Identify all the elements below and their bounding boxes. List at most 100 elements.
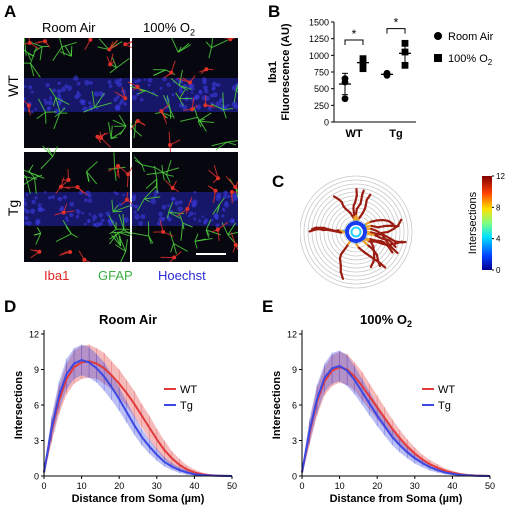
gfap-process xyxy=(30,42,43,48)
gfap-process xyxy=(144,196,161,200)
nucleus xyxy=(178,89,183,94)
gfap-process xyxy=(27,52,32,61)
nucleus xyxy=(69,201,75,207)
nucleus xyxy=(221,207,225,211)
iba1-process xyxy=(106,56,111,65)
chart-e-100-o2: 100% O2 0 3 6 9 12 0 10 20 30 40 50 Intersections Dis… xyxy=(271,312,495,505)
nucleus xyxy=(87,193,92,198)
nucleus xyxy=(22,207,27,212)
nucleus xyxy=(144,78,147,81)
x-tick-label: 30 xyxy=(410,481,420,491)
nucleus xyxy=(231,85,238,91)
nucleus xyxy=(89,80,93,85)
gfap-process xyxy=(222,109,227,119)
micrograph-cell xyxy=(127,32,247,159)
colorbar-tick-label: 8 xyxy=(496,203,501,212)
nucleus xyxy=(191,203,195,207)
nucleus xyxy=(118,78,123,82)
iba1-process xyxy=(200,68,207,74)
nucleus xyxy=(194,95,199,101)
micrograph-cell xyxy=(8,145,135,268)
nucleus xyxy=(162,76,167,82)
gfap-process xyxy=(171,37,179,53)
nucleus xyxy=(24,216,29,221)
nucleus xyxy=(137,78,141,83)
x-category-label: Tg xyxy=(389,128,402,140)
dendrite-segment xyxy=(308,228,317,233)
sholl-ring xyxy=(303,179,409,285)
gfap-process xyxy=(62,220,72,235)
iba1-process xyxy=(187,197,193,210)
iba1-process xyxy=(191,104,198,110)
colorbar-tick-label: 0 xyxy=(496,266,501,275)
nucleus xyxy=(116,81,123,88)
iba1-process xyxy=(97,132,109,138)
gfap-process xyxy=(194,238,207,242)
iba1-process xyxy=(100,132,106,139)
nucleus xyxy=(216,82,221,88)
nucleus xyxy=(74,94,80,100)
dendrite-segment xyxy=(378,261,387,269)
gfap-process xyxy=(170,77,180,86)
iba1-process xyxy=(230,232,237,246)
soma-ring xyxy=(345,221,367,243)
nucleus xyxy=(66,85,73,91)
x-tick-label: 20 xyxy=(114,481,124,491)
chart-d-room-air: Room Air 0 3 6 9 12 0 10 20 30 40 50 Intersections Di… xyxy=(13,312,237,505)
nucleus xyxy=(193,217,197,221)
gfap-process xyxy=(141,164,155,168)
y-tick-label: 1250 xyxy=(309,34,329,44)
gfap-process xyxy=(169,231,175,244)
gfap-process xyxy=(30,63,41,78)
nucleus xyxy=(75,214,80,219)
significance-star: * xyxy=(352,27,357,41)
gfap-process xyxy=(30,46,38,64)
nucleus xyxy=(135,92,140,96)
dendrite-segment xyxy=(354,194,358,204)
gfap-process xyxy=(36,111,46,120)
gfap-process xyxy=(114,232,122,247)
y-tick-label: 500 xyxy=(314,84,329,94)
gfap-process xyxy=(205,229,210,236)
nucleus xyxy=(34,196,38,200)
iba1-process xyxy=(96,136,101,143)
iba1-process xyxy=(126,192,129,200)
x-tick-label: 40 xyxy=(447,481,457,491)
iba1-process xyxy=(63,210,75,213)
nucleus xyxy=(134,214,140,220)
nucleus xyxy=(87,220,91,224)
iba1-process xyxy=(172,187,179,193)
nucleus xyxy=(45,83,50,88)
colorbar-tick-label: 4 xyxy=(496,235,501,244)
x-tick-label: 10 xyxy=(335,481,345,491)
gfap-process xyxy=(33,46,43,53)
iba1-process xyxy=(60,177,65,187)
nucleus xyxy=(177,206,183,212)
iba1-process xyxy=(30,251,40,259)
gfap-process xyxy=(134,130,143,137)
nucleus xyxy=(98,212,104,218)
gfap-process xyxy=(39,46,43,61)
gfap-process xyxy=(154,166,167,176)
iba1-process xyxy=(211,229,218,233)
x-tick-label: 50 xyxy=(227,481,237,491)
gfap-process xyxy=(148,235,152,245)
gfap-process xyxy=(212,203,220,215)
iba1-process xyxy=(176,208,188,217)
gfap-process xyxy=(211,39,228,49)
nucleus xyxy=(212,86,216,90)
iba1-process xyxy=(34,249,40,253)
x-tick-label: 30 xyxy=(152,481,162,491)
iba1-process xyxy=(204,95,207,106)
nucleus xyxy=(116,95,120,99)
gfap-process xyxy=(125,239,128,252)
nucleus xyxy=(211,81,217,87)
iba1-process xyxy=(189,75,196,83)
y-tick-label: 9 xyxy=(292,365,297,375)
gfap-process xyxy=(146,172,163,176)
nucleus xyxy=(158,216,165,222)
gfap-process xyxy=(205,41,212,49)
iba1-process xyxy=(120,94,126,99)
nucleus xyxy=(193,190,197,194)
gfap-process xyxy=(197,117,204,127)
